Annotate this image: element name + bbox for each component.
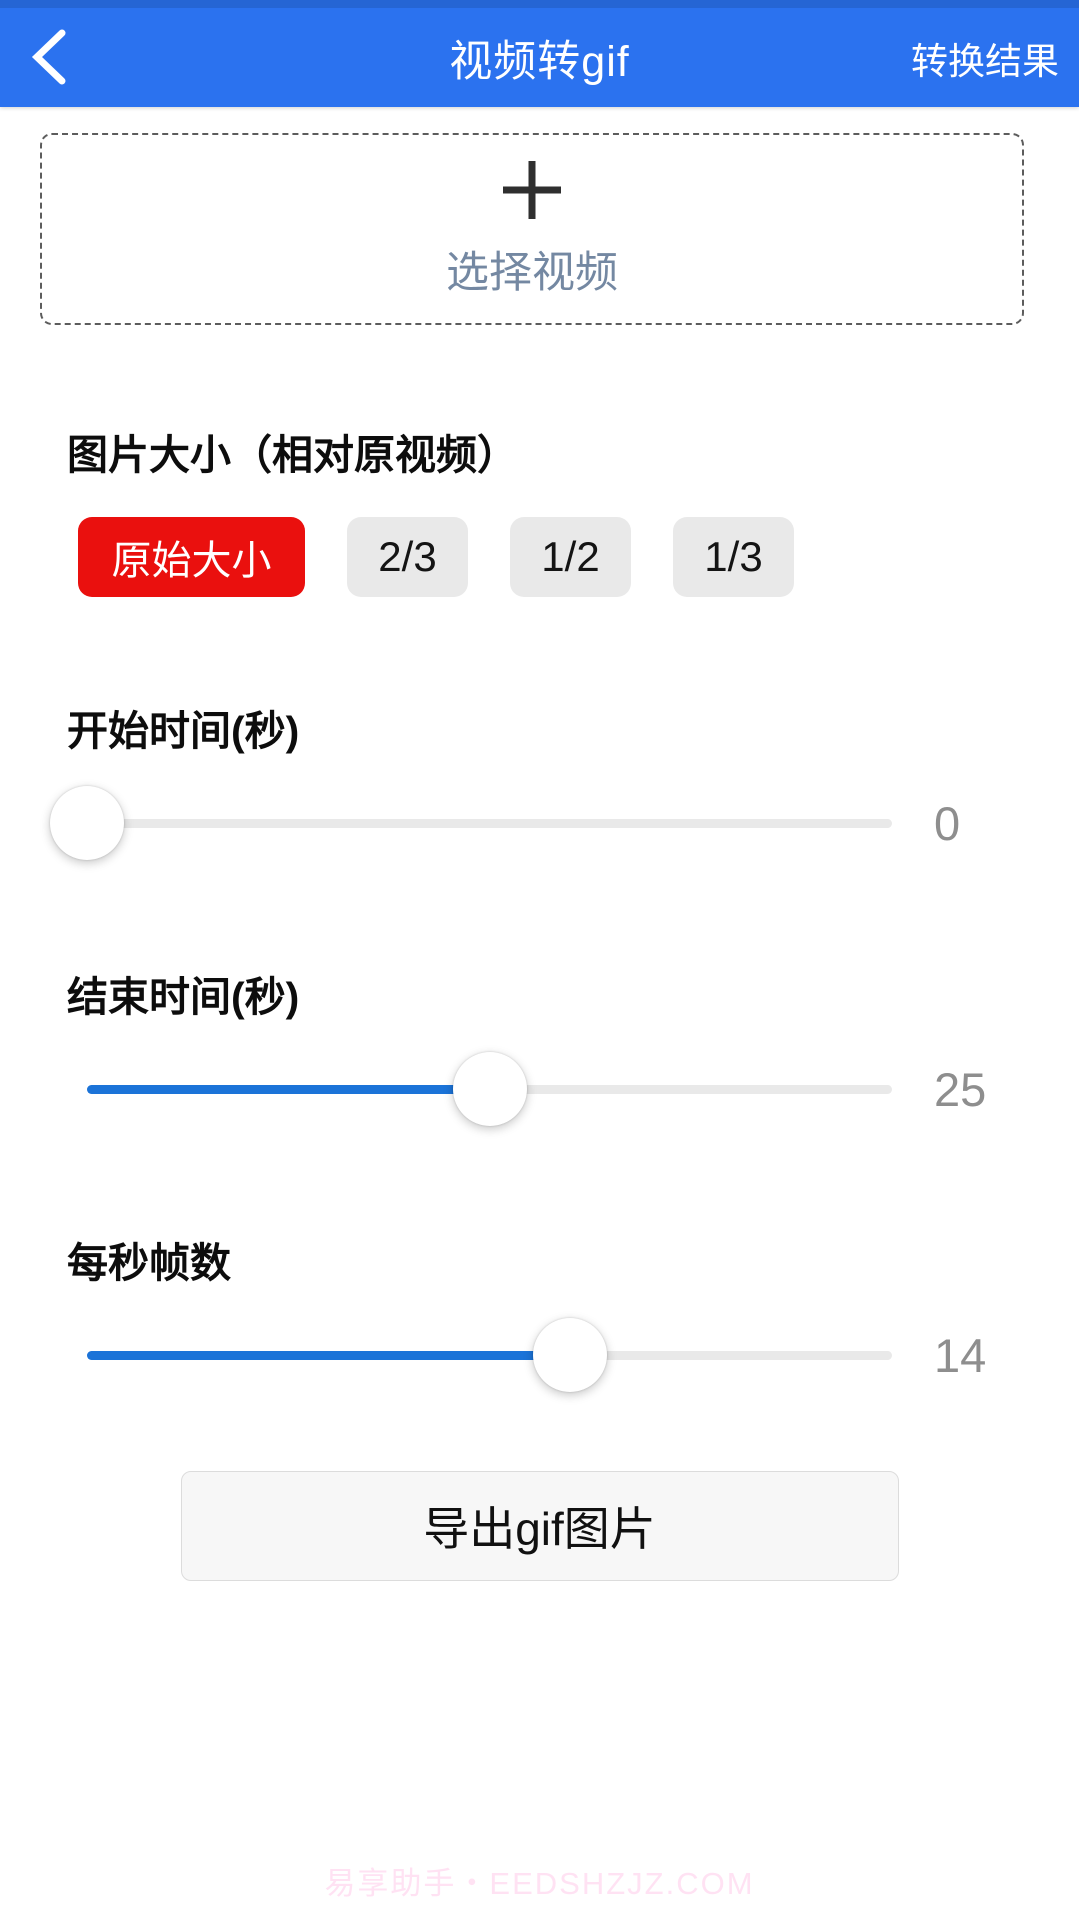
chevron-left-icon (30, 28, 68, 86)
image-size-label: 图片大小（相对原视频） (67, 432, 518, 478)
image-size-options: 原始大小 2/3 1/2 1/3 (78, 517, 1079, 597)
start-time-section: 开始时间(秒) 0 (0, 697, 1079, 863)
watermark-text: 易享助手・EEDSHZJZ.COM (324, 1866, 755, 1901)
start-time-slider[interactable] (50, 783, 892, 863)
image-size-section: 图片大小（相对原视频） 原始大小 2/3 1/2 1/3 (0, 421, 1079, 597)
back-button[interactable] (30, 0, 100, 107)
plus-icon (500, 158, 564, 222)
export-gif-button[interactable]: 导出gif图片 (180, 1471, 899, 1581)
start-time-slider-thumb[interactable] (50, 786, 124, 860)
app-header: 视频转gif 转换结果 (0, 0, 1079, 107)
size-option-half[interactable]: 1/2 (510, 517, 631, 597)
select-video-label: 选择视频 (446, 249, 618, 297)
slider-track (87, 819, 892, 828)
end-time-value: 25 (934, 1062, 987, 1116)
end-time-label: 结束时间(秒) (67, 974, 300, 1020)
fps-label: 每秒帧数 (67, 1240, 231, 1286)
slider-fill (87, 1085, 490, 1094)
page-title: 视频转gif (449, 37, 630, 86)
end-time-section: 结束时间(秒) 25 (0, 963, 1079, 1129)
end-time-row: 25 (87, 1049, 1079, 1129)
fps-slider-thumb[interactable] (533, 1318, 607, 1392)
size-option-two-thirds[interactable]: 2/3 (347, 517, 468, 597)
start-time-value: 0 (934, 796, 961, 850)
slider-fill (87, 1351, 570, 1360)
size-option-original[interactable]: 原始大小 (78, 517, 305, 597)
fps-value: 14 (934, 1328, 987, 1382)
fps-row: 14 (87, 1315, 1079, 1395)
fps-slider[interactable] (87, 1315, 892, 1395)
fps-section: 每秒帧数 14 (0, 1229, 1079, 1395)
select-video-dropzone[interactable]: 选择视频 (40, 133, 1024, 325)
start-time-label: 开始时间(秒) (67, 708, 300, 754)
end-time-slider-thumb[interactable] (452, 1052, 527, 1126)
conversion-results-button[interactable]: 转换结果 (911, 40, 1059, 82)
size-option-third[interactable]: 1/3 (673, 517, 794, 597)
start-time-row: 0 (50, 783, 1079, 863)
end-time-slider[interactable] (87, 1049, 892, 1129)
